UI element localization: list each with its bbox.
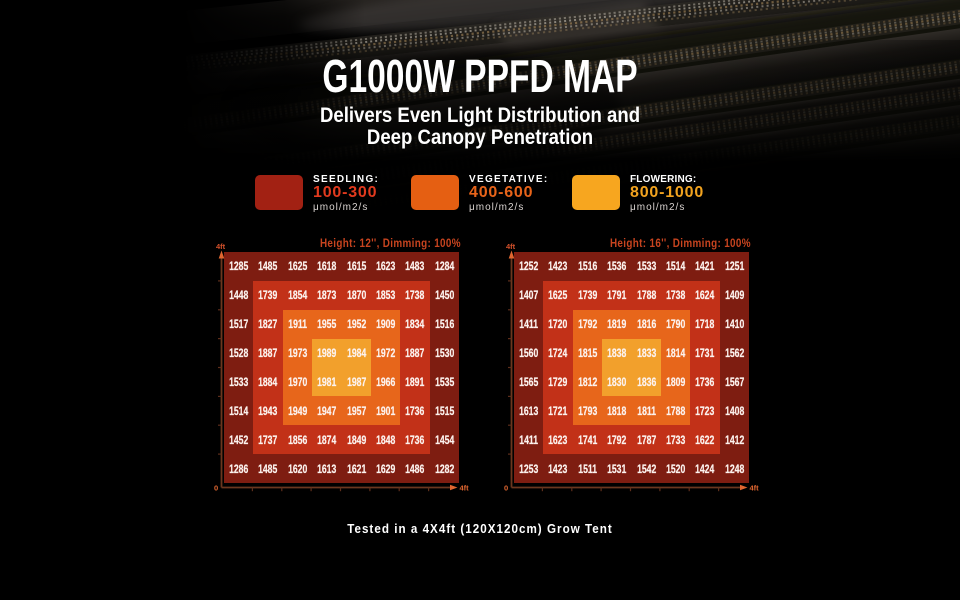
- svg-text:4ft: 4ft: [460, 484, 470, 493]
- svg-text:0: 0: [504, 484, 508, 493]
- svg-text:4ft: 4ft: [506, 242, 516, 251]
- svg-text:4ft: 4ft: [216, 242, 226, 251]
- svg-text:4ft: 4ft: [750, 484, 760, 493]
- svg-text:0: 0: [214, 484, 218, 493]
